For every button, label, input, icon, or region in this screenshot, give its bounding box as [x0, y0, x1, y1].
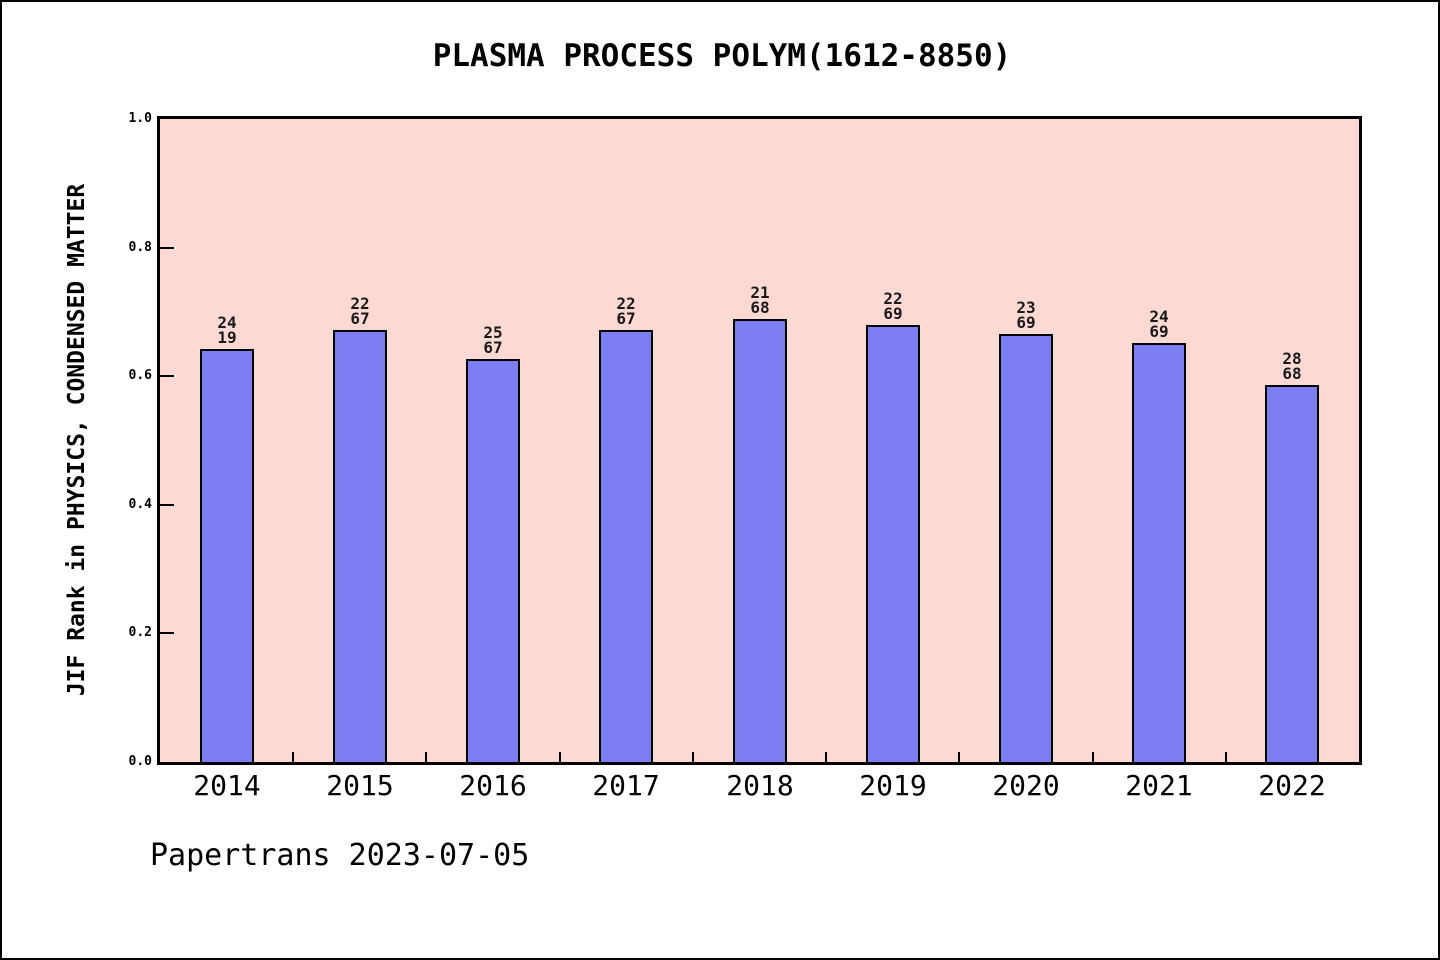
- y-tick-mark: [160, 375, 174, 377]
- x-tick-mark: [425, 752, 427, 762]
- bar-value-label-2014: 24 19: [217, 313, 237, 347]
- x-tick-label-2014: 2014: [193, 769, 261, 802]
- x-tick-label-2018: 2018: [726, 769, 794, 802]
- x-tick-label-2016: 2016: [459, 769, 527, 802]
- y-tick-mark: [160, 247, 174, 249]
- watermark-text: Papertrans 2023-07-05: [150, 838, 530, 873]
- bar-2019: [866, 325, 920, 762]
- y-tick-mark: [160, 632, 174, 634]
- bar-value-label-2018: 21 68: [750, 283, 770, 317]
- x-tick-mark: [1225, 752, 1227, 762]
- plot-inner: 24 19 22 67 25 67 22 67 21 68 22 69 23 69 24 69…: [160, 119, 1359, 762]
- y-tick-label-0.4: 0.4: [128, 497, 152, 512]
- x-tick-mark: [825, 752, 827, 762]
- y-tick-mark: [160, 504, 174, 506]
- plot-area: 24 19 22 67 25 67 22 67 21 68 22 69 23 69 24 69…: [157, 116, 1362, 765]
- bar-2020: [999, 334, 1053, 762]
- bar-value-label-2015: 22 67: [350, 294, 370, 328]
- x-tick-label-2020: 2020: [992, 769, 1060, 802]
- x-tick-mark: [292, 752, 294, 762]
- x-tick-label-2019: 2019: [859, 769, 927, 802]
- bar-2015: [333, 330, 387, 762]
- y-tick-label-0.8: 0.8: [128, 240, 152, 255]
- bar-2014: [200, 349, 254, 762]
- y-tick-label-0.6: 0.6: [128, 368, 152, 383]
- x-tick-mark: [559, 752, 561, 762]
- bar-2016: [466, 359, 520, 762]
- bar-2018: [733, 319, 787, 762]
- x-tick-label-2021: 2021: [1125, 769, 1193, 802]
- bar-2017: [599, 330, 653, 762]
- y-tick-label-0.0: 0.0: [128, 754, 152, 769]
- y-tick-label-0.2: 0.2: [128, 625, 152, 640]
- bar-value-label-2016: 25 67: [483, 323, 503, 357]
- bar-value-label-2021: 24 69: [1149, 307, 1169, 341]
- bar-value-label-2020: 23 69: [1016, 298, 1036, 332]
- bar-value-label-2019: 22 69: [883, 289, 903, 323]
- x-tick-label-2017: 2017: [592, 769, 660, 802]
- x-tick-mark: [958, 752, 960, 762]
- bar-value-label-2017: 22 67: [616, 294, 636, 328]
- bar-2021: [1132, 343, 1186, 762]
- y-axis-label-text: JIF Rank in PHYSICS, CONDENSED MATTER: [64, 183, 90, 697]
- x-tick-mark: [1092, 752, 1094, 762]
- x-tick-mark: [692, 752, 694, 762]
- bar-2022: [1265, 385, 1319, 762]
- y-tick-label-1.0: 1.0: [128, 111, 152, 126]
- x-tick-label-2015: 2015: [326, 769, 394, 802]
- chart-title: PLASMA PROCESS POLYM(1612-8850): [432, 38, 1012, 74]
- bar-value-label-2022: 28 68: [1282, 349, 1302, 383]
- x-tick-label-2022: 2022: [1258, 769, 1326, 802]
